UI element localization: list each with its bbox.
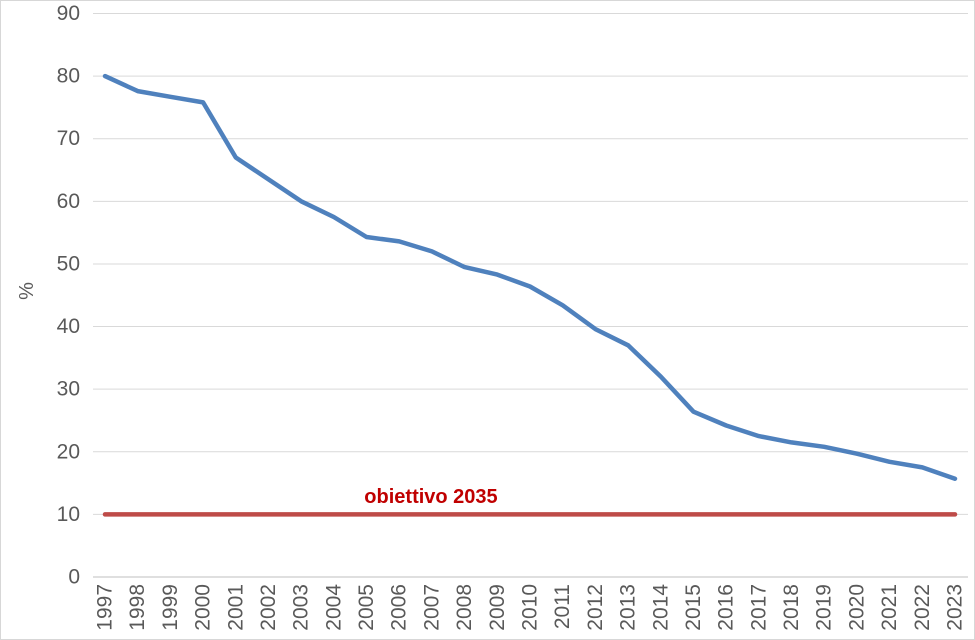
y-tick-label: 90 [57,2,80,25]
y-tick-label: 70 [57,127,80,150]
x-tick-label: 2020 [845,584,868,631]
x-tick-label: 2012 [584,584,607,631]
x-axis-tick-labels: 1997 1998 1999 2000 2001 2002 2003 2004 2005 2006… [94,584,967,631]
x-tick-label: 2016 [715,584,738,631]
x-tick-label: 2001 [224,584,247,631]
x-tick-label: 2002 [257,584,280,631]
x-tick-label: 2018 [780,584,803,631]
x-tick-label: 2021 [878,584,901,631]
y-tick-label: 50 [57,252,80,275]
series-line [102,73,958,481]
x-tick-label: 2014 [649,584,672,631]
x-tick-label: 2010 [519,584,542,631]
x-tick-label: 2008 [453,584,476,631]
x-tick-label: 2004 [322,584,345,631]
x-tick-label: 2017 [747,584,770,631]
x-tick-label: 1998 [126,584,149,631]
y-tick-label: 30 [57,378,80,401]
x-tick-label: 2005 [355,584,378,631]
y-tick-label: 0 [68,566,80,589]
target-line-label: obiettivo 2035 [364,486,497,508]
x-tick-label: 2006 [388,584,411,631]
y-tick-label: 20 [57,440,80,463]
gridlines-group [93,13,968,578]
y-tick-label: 60 [57,190,80,213]
x-tick-label: 2022 [911,584,934,631]
x-tick-label: 2009 [486,584,509,631]
y-tick-label: 10 [57,503,80,526]
x-tick-label: 2007 [420,584,443,631]
x-tick-label: 1999 [159,584,182,631]
x-tick-label: 2011 [551,584,574,629]
x-tick-label: 2013 [617,584,640,631]
y-axis-title: % [16,282,38,300]
x-tick-label: 2023 [944,584,967,631]
x-tick-label: 2003 [290,584,313,631]
x-tick-label: 2015 [682,584,705,631]
y-tick-label: 80 [57,65,80,88]
x-tick-label: 1997 [94,584,117,631]
x-tick-label: 2019 [813,584,836,631]
x-tick-label: 2000 [192,584,215,631]
y-tick-label: 40 [57,315,80,338]
y-axis-tick-labels: 90 80 70 60 50 40 30 20 10 0 [57,2,80,589]
